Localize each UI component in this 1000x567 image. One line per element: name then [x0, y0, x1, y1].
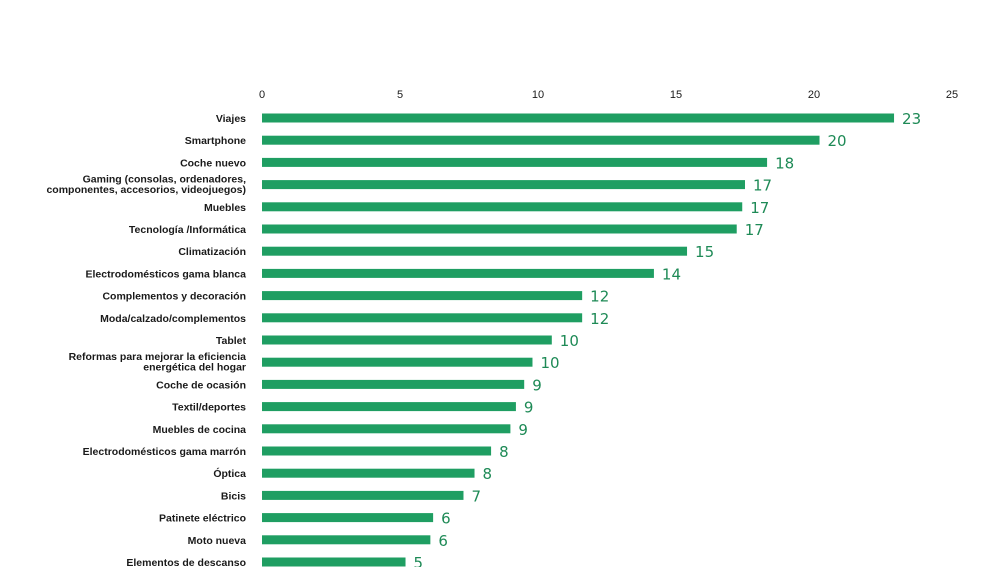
category-label: Óptica	[213, 467, 246, 480]
category-label: Viajes	[216, 113, 246, 125]
value-label: 9	[518, 421, 528, 439]
bar	[262, 202, 743, 212]
category-label: Moto nueva	[188, 535, 246, 547]
category-label: Coche de ocasión	[156, 379, 246, 391]
bar	[262, 246, 688, 256]
x-tick-label: 5	[397, 89, 403, 101]
category-label: Complementos y decoración	[102, 291, 246, 303]
category-label: Climatización	[178, 246, 246, 258]
value-label: 8	[499, 443, 509, 461]
value-label: 14	[662, 265, 681, 283]
bar	[262, 513, 434, 523]
x-axis-ticks: 0 5 10 15 20 25	[259, 89, 958, 101]
bar	[262, 291, 583, 301]
value-label: 9	[532, 376, 542, 394]
category-label: Muebles	[204, 202, 246, 214]
value-label: 10	[540, 354, 559, 372]
category-label-line: energética del hogar	[143, 362, 246, 374]
category-label: Moda/calzado/complementos	[100, 313, 246, 325]
value-label: 8	[483, 465, 493, 483]
bar	[262, 335, 552, 345]
bar	[262, 424, 511, 434]
bar	[262, 113, 895, 123]
value-label: 9	[524, 399, 534, 417]
bar	[262, 313, 583, 323]
category-label-line: Reformas para mejorar la eficiencia	[69, 351, 247, 363]
category-label: Patinete eléctrico	[159, 513, 246, 525]
bar	[262, 557, 406, 567]
value-label: 7	[471, 487, 481, 505]
category-label: Gaming (consolas, ordenadores, componente…	[46, 174, 246, 197]
value-label: 5	[414, 554, 424, 567]
category-label: Smartphone	[185, 135, 246, 147]
category-label: Tablet	[216, 335, 247, 347]
x-tick-label: 10	[532, 89, 544, 101]
bar	[262, 490, 464, 500]
value-label: 6	[438, 532, 448, 550]
bar	[262, 180, 745, 190]
value-label: 20	[828, 132, 847, 150]
bar	[262, 446, 492, 456]
category-label: Elementos de descanso	[126, 557, 246, 567]
category-label: Electrodomésticos gama blanca	[86, 268, 247, 280]
x-tick-label: 0	[259, 89, 265, 101]
bars	[262, 113, 895, 567]
value-label: 15	[695, 243, 714, 261]
category-label: Electrodomésticos gama marrón	[83, 446, 246, 458]
value-label: 18	[775, 154, 794, 172]
category-label: Reformas para mejorar la eficiencia energ…	[69, 351, 247, 374]
bar	[262, 402, 516, 412]
value-label: 12	[590, 310, 609, 328]
value-label: 23	[902, 110, 921, 128]
category-label: Muebles de cocina	[153, 424, 247, 436]
bar	[262, 224, 737, 234]
x-tick-label: 25	[946, 89, 958, 101]
value-label: 17	[750, 199, 769, 217]
value-label: 6	[441, 510, 451, 528]
value-label: 10	[560, 332, 579, 350]
category-label: Textil/deportes	[172, 402, 246, 414]
x-tick-label: 20	[808, 89, 820, 101]
category-label-line: Gaming (consolas, ordenadores,	[83, 174, 246, 186]
bar	[262, 535, 431, 545]
value-label: 17	[753, 177, 772, 195]
bar	[262, 468, 475, 478]
value-label: 17	[745, 221, 764, 239]
category-label-line: componentes, accesorios, videojuegos)	[46, 184, 246, 196]
value-label: 12	[590, 288, 609, 306]
category-labels: Viajes Smartphone Coche nuevo Gaming (conso…	[46, 113, 246, 567]
category-label: Tecnología /Informática	[129, 224, 246, 236]
x-tick-label: 15	[670, 89, 682, 101]
bar	[262, 135, 820, 145]
bar	[262, 379, 525, 389]
category-label: Coche nuevo	[180, 157, 246, 169]
bar	[262, 357, 533, 367]
category-label: Bicis	[221, 490, 246, 502]
bar	[262, 157, 768, 167]
bar	[262, 268, 654, 278]
